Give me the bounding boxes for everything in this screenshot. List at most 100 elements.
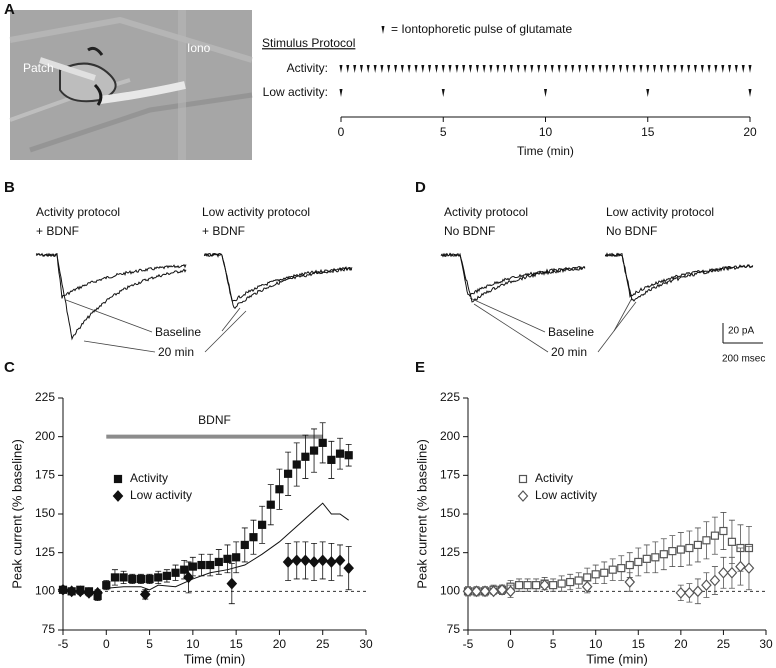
legend-marker: [112, 490, 124, 502]
marker: [727, 537, 737, 546]
marker: [719, 526, 728, 536]
marker: [675, 586, 687, 599]
y-tick-label: 125: [440, 545, 460, 559]
pulse: [380, 65, 384, 73]
pulse: [435, 65, 439, 73]
marker: [549, 581, 558, 590]
pulse: [441, 89, 445, 97]
x-tick-label: 20: [273, 637, 287, 651]
pulse: [359, 65, 363, 73]
marker: [600, 568, 609, 577]
x-tick-label: -5: [463, 637, 474, 651]
marker: [309, 446, 319, 455]
pulse: [366, 65, 370, 73]
pulse: [721, 65, 725, 73]
marker: [226, 577, 238, 590]
scale-label: 20 pA: [728, 326, 754, 337]
x-tick-label: 20: [674, 637, 688, 651]
marker: [136, 574, 146, 584]
x-axis-label: Time (min): [184, 651, 246, 666]
marker: [214, 557, 223, 567]
traces: [35, 252, 754, 341]
pulse: [673, 65, 677, 73]
pulse: [584, 65, 588, 73]
pulse: [455, 65, 459, 73]
marker: [692, 585, 704, 598]
marker: [292, 460, 301, 469]
x-tick-label: 5: [146, 637, 153, 651]
marker: [318, 438, 327, 447]
marker: [300, 554, 311, 567]
x-tick-label: 0: [507, 637, 514, 651]
marker: [676, 545, 685, 554]
pulse: [489, 65, 493, 73]
marker: [275, 485, 284, 494]
y-tick-label: 100: [35, 584, 55, 598]
legend-marker: [517, 490, 529, 502]
current-trace: [35, 252, 187, 299]
marker: [301, 452, 310, 461]
marker: [684, 586, 695, 599]
panel-label: D: [415, 179, 426, 196]
marker: [591, 570, 600, 579]
y-tick-label: 200: [35, 429, 55, 443]
pulse: [605, 65, 609, 73]
x-tick-label: 0: [103, 637, 110, 651]
current-trace: [604, 252, 754, 302]
marker: [496, 583, 508, 596]
y-tick-label: 125: [35, 545, 55, 559]
pulse: [632, 65, 636, 73]
marker: [308, 556, 320, 568]
pulse: [353, 65, 357, 73]
legend-marker: [113, 474, 123, 484]
marker: [75, 585, 86, 598]
marker: [668, 547, 677, 556]
marker: [566, 577, 575, 587]
marker: [624, 576, 636, 588]
pulse: [544, 89, 547, 97]
marker: [154, 573, 163, 582]
pulse: [557, 65, 561, 73]
marker: [625, 560, 634, 570]
marker: [317, 554, 329, 567]
marker: [574, 576, 583, 585]
marker: [693, 540, 702, 550]
x-tick-label: 15: [641, 125, 655, 139]
marker: [162, 571, 171, 580]
pulse: [748, 89, 752, 97]
panel-label: A: [4, 1, 15, 18]
trace-title: Activity protocol: [36, 205, 120, 219]
trace-title: + BDNF: [36, 224, 79, 238]
pulse: [659, 65, 663, 73]
y-axis-label: Peak current (% baseline): [414, 439, 429, 589]
pulse: [646, 89, 650, 97]
pulse: [728, 65, 732, 73]
panel-label: E: [415, 359, 425, 376]
pulse: [428, 65, 432, 73]
y-tick-label: 225: [440, 390, 460, 404]
pulse: [578, 65, 582, 73]
scale-label: 200 msec: [722, 354, 765, 365]
pulse: [666, 65, 670, 73]
legend-label: Activity: [130, 471, 168, 485]
marker: [726, 566, 738, 579]
pulse: [741, 65, 745, 73]
legend-label: Low activity: [130, 488, 192, 502]
pulse: [421, 65, 425, 73]
pulse: [523, 65, 527, 73]
marker: [249, 533, 258, 542]
pulse: [693, 65, 697, 73]
pulse: [516, 65, 520, 73]
x-tick-label: 10: [539, 125, 553, 139]
row-label: Activity:: [287, 61, 328, 75]
pulse: [339, 65, 343, 73]
marker: [335, 449, 345, 458]
x-tick-label: -5: [58, 637, 69, 651]
pulse: [468, 65, 472, 73]
pulse: [346, 65, 350, 73]
marker: [709, 574, 721, 587]
trace-title: Activity protocol: [444, 205, 528, 219]
pulse: [496, 65, 500, 73]
y-tick-label: 200: [440, 429, 460, 443]
